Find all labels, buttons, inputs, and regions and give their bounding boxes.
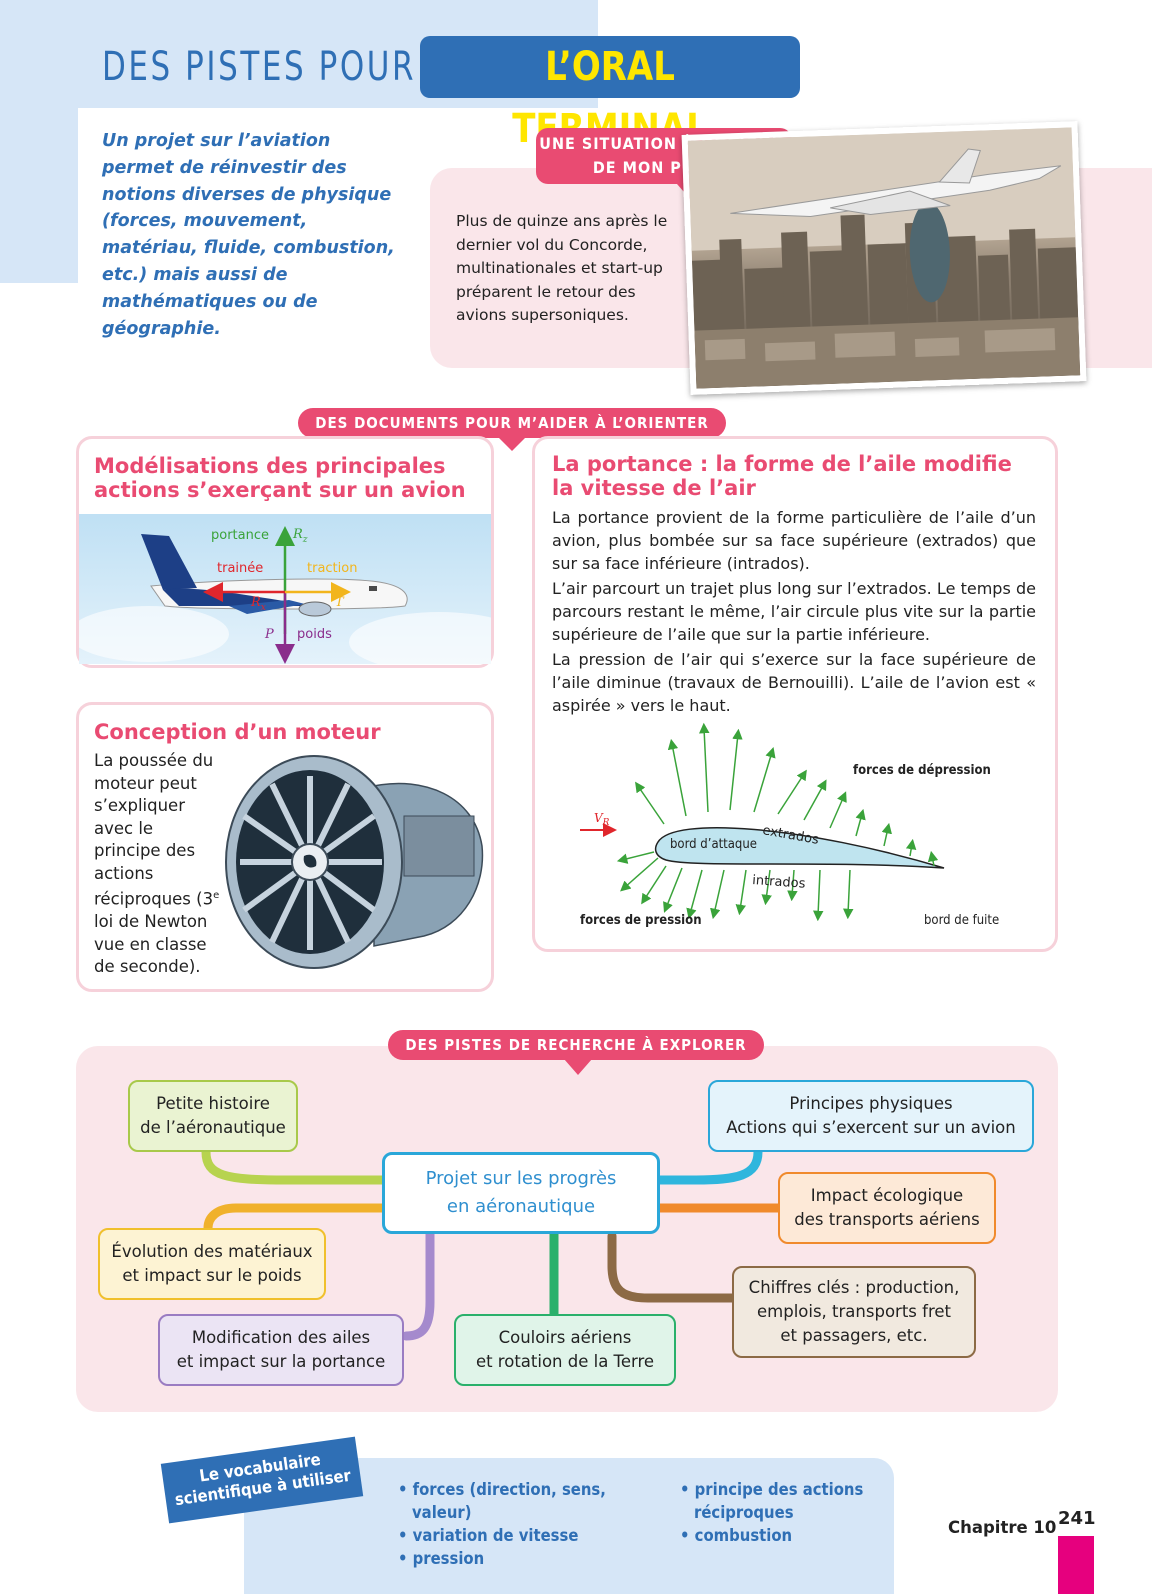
jet-engine-illustration: [225, 755, 484, 969]
node-evolution: Évolution des matériaux et impact sur le …: [98, 1228, 326, 1300]
label-rx: Rx: [250, 595, 266, 613]
plane-forces-svg: portance Rz trainée traction Rx T P poid…: [69, 526, 529, 672]
lift-text: La portance provient de la forme particu…: [552, 506, 1036, 719]
pistes-tag-pointer: [564, 1059, 592, 1075]
lift-title: La portance : la forme de l’aile modifie…: [552, 452, 1012, 500]
supersonic-city-photo: [681, 121, 1087, 395]
lift-paragraph-2: L’air parcourt un trajet plus long sur l…: [552, 579, 1036, 644]
node-principes: Principes physiques Actions qui s’exercen…: [708, 1080, 1034, 1152]
page-title-left: DES PISTES POUR: [102, 44, 417, 90]
label-t: T: [335, 595, 345, 610]
vocab-item: • variation de vitesse: [398, 1526, 579, 1545]
label-traction: traction: [307, 561, 357, 576]
model-title: Modélisations des principales actions s’…: [94, 454, 466, 502]
node-center-projet: Projet sur les progrès en aéronautique: [382, 1152, 660, 1234]
label-forces-depression: forces de dépression: [853, 763, 991, 778]
label-bord-attaque: bord d’attaque: [670, 837, 757, 852]
pistes-tag: DES PISTES DE RECHERCHE À EXPLORER: [388, 1030, 764, 1060]
node-modification: Modification des ailes et impact sur la p…: [158, 1314, 404, 1386]
page-number: 241: [1058, 1508, 1096, 1529]
title-highlight-box: [420, 36, 800, 98]
documents-tag: DES DOCUMENTS POUR M’AIDER À L’ORIENTER: [298, 408, 726, 438]
lift-paragraph-1: La portance provient de la forme particu…: [552, 508, 1036, 573]
vocab-item: • principe des actions réciproques: [680, 1480, 864, 1522]
mindmap-connectors: [201, 1147, 783, 1341]
label-trainee: trainée: [217, 561, 263, 576]
vocabulary-list-1: • forces (direction, sens, valeur) • var…: [398, 1478, 668, 1570]
documents-tag-pointer: [498, 437, 526, 451]
label-rz: Rz: [292, 527, 308, 545]
label-portance: portance: [211, 528, 269, 543]
label-p: P: [264, 627, 274, 642]
motor-title: Conception d’un moteur: [94, 720, 381, 744]
left-background-strip: [0, 108, 78, 283]
node-couloirs: Couloirs aériens et rotation de la Terre: [454, 1314, 676, 1386]
city-illustration: [687, 127, 1081, 389]
node-histoire: Petite histoire de l’aéronautique: [128, 1080, 298, 1152]
label-bord-fuite: bord de fuite: [924, 913, 999, 928]
page-corner-marker: [1058, 1536, 1094, 1594]
lift-card: [532, 436, 1058, 952]
vocab-item: • combustion: [680, 1526, 793, 1545]
label-poids: poids: [297, 627, 332, 642]
vocabulary-list-2: • principe des actions réciproques • com…: [680, 1478, 890, 1547]
intro-text: Un projet sur l’aviation permet de réinv…: [102, 131, 395, 339]
vocab-item: • pression: [398, 1549, 485, 1568]
node-chiffres: Chiffres clés : production, emplois, tran…: [732, 1266, 976, 1358]
vocab-item: • forces (direction, sens, valeur): [398, 1480, 606, 1522]
page-title-right: L’ORAL TERMINAL: [512, 44, 708, 152]
situation-text: Plus de quinze ans après le dernier vol …: [456, 212, 668, 324]
wing-pressure-diagram: forces de dépression VR extrados bord d’…: [580, 722, 999, 928]
label-forces-pression: forces de pression: [580, 913, 702, 928]
lift-paragraph-3: La pression de l’air qui s’exerce sur la…: [552, 650, 1036, 715]
chapter-label: Chapitre 10: [948, 1518, 1057, 1537]
motor-text: La poussée du moteur peut s’expliquer av…: [94, 751, 220, 976]
label-vr: VR: [594, 811, 610, 828]
node-impact: Impact écologique des transports aériens: [778, 1172, 996, 1244]
label-intrados: intrados: [752, 873, 806, 892]
plane-forces-diagram: portance Rz trainée traction Rx T P poid…: [69, 514, 529, 672]
